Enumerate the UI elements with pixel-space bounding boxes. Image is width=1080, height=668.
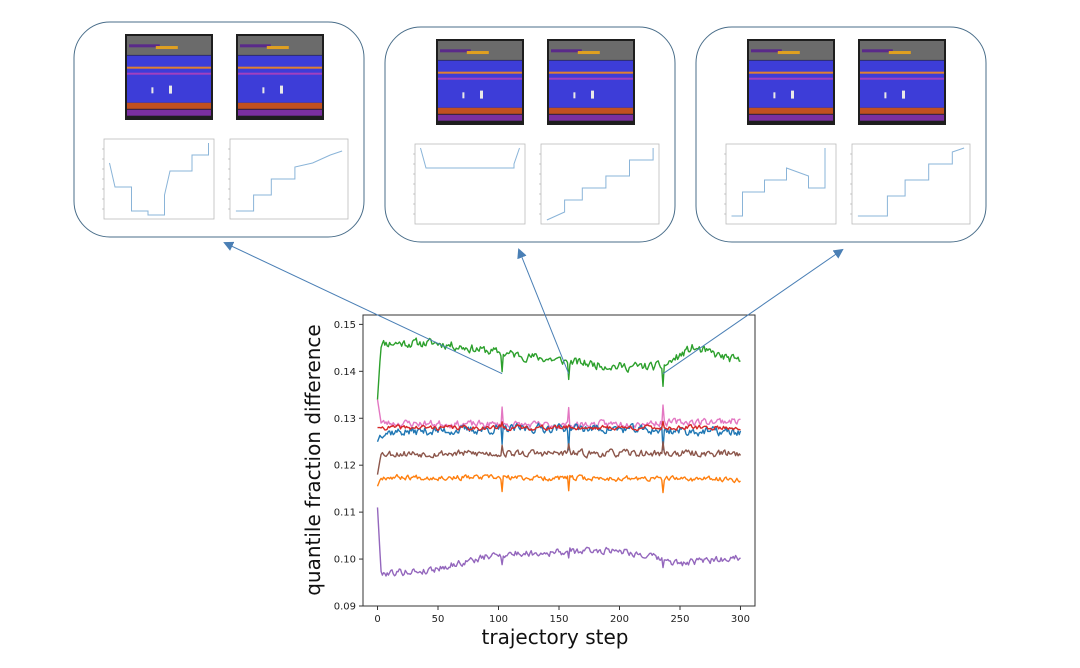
y-tick-label: 0.09 [334,602,356,613]
callout-arrows [223,241,844,375]
y-axis-ticks: 0.09 0.10 0.11 0.12 0.13 0.14 0.15 [334,320,363,613]
mini-quantile-plot [102,138,215,220]
mini-quantile-plot [539,143,660,225]
x-tick-label: 100 [489,614,508,625]
mini-quantile-plot [724,143,837,225]
y-tick-label: 0.15 [334,320,356,331]
x-tick-label: 300 [731,614,750,625]
y-axis-label: quantile fraction difference [301,324,325,596]
panel-middle [384,26,676,243]
panel-right [695,26,987,243]
game-frame [436,39,524,125]
game-frame [747,39,835,125]
x-tick-label: 200 [610,614,629,625]
y-tick-label: 0.12 [334,461,356,472]
x-tick-label: 50 [432,614,445,625]
series-brown [376,441,742,475]
x-tick-label: 250 [670,614,689,625]
mini-quantile-plot [850,143,971,225]
y-tick-label: 0.10 [334,555,356,566]
y-tick-label: 0.14 [334,367,356,378]
series-orange [376,473,741,494]
game-frame [547,39,635,125]
x-axis-label: trajectory step [482,625,629,649]
mini-quantile-plot [413,143,526,225]
callout-arrow [517,248,570,374]
mini-quantile-plot [228,138,349,220]
x-axis-ticks: 0 50 100 150 200 250 300 [374,606,750,625]
y-tick-label: 0.11 [334,508,356,519]
game-frame [125,34,213,120]
callout-arrow [662,248,844,375]
series-purple [376,507,741,577]
callout-arrow [223,241,503,375]
x-tick-label: 150 [549,614,568,625]
series-green [376,337,741,400]
plot-frame [362,314,756,607]
x-tick-label: 0 [374,614,380,625]
game-frame [858,39,946,125]
y-tick-label: 0.13 [334,414,356,425]
game-frame [236,34,324,120]
series-red [377,420,741,432]
series-lines [376,337,742,577]
panel-left [73,21,365,238]
line-chart: 0 50 100 150 200 250 300 0.090.100.110.120.130… [301,314,756,649]
snapshot-panels [73,21,987,243]
series-pink [376,399,741,430]
